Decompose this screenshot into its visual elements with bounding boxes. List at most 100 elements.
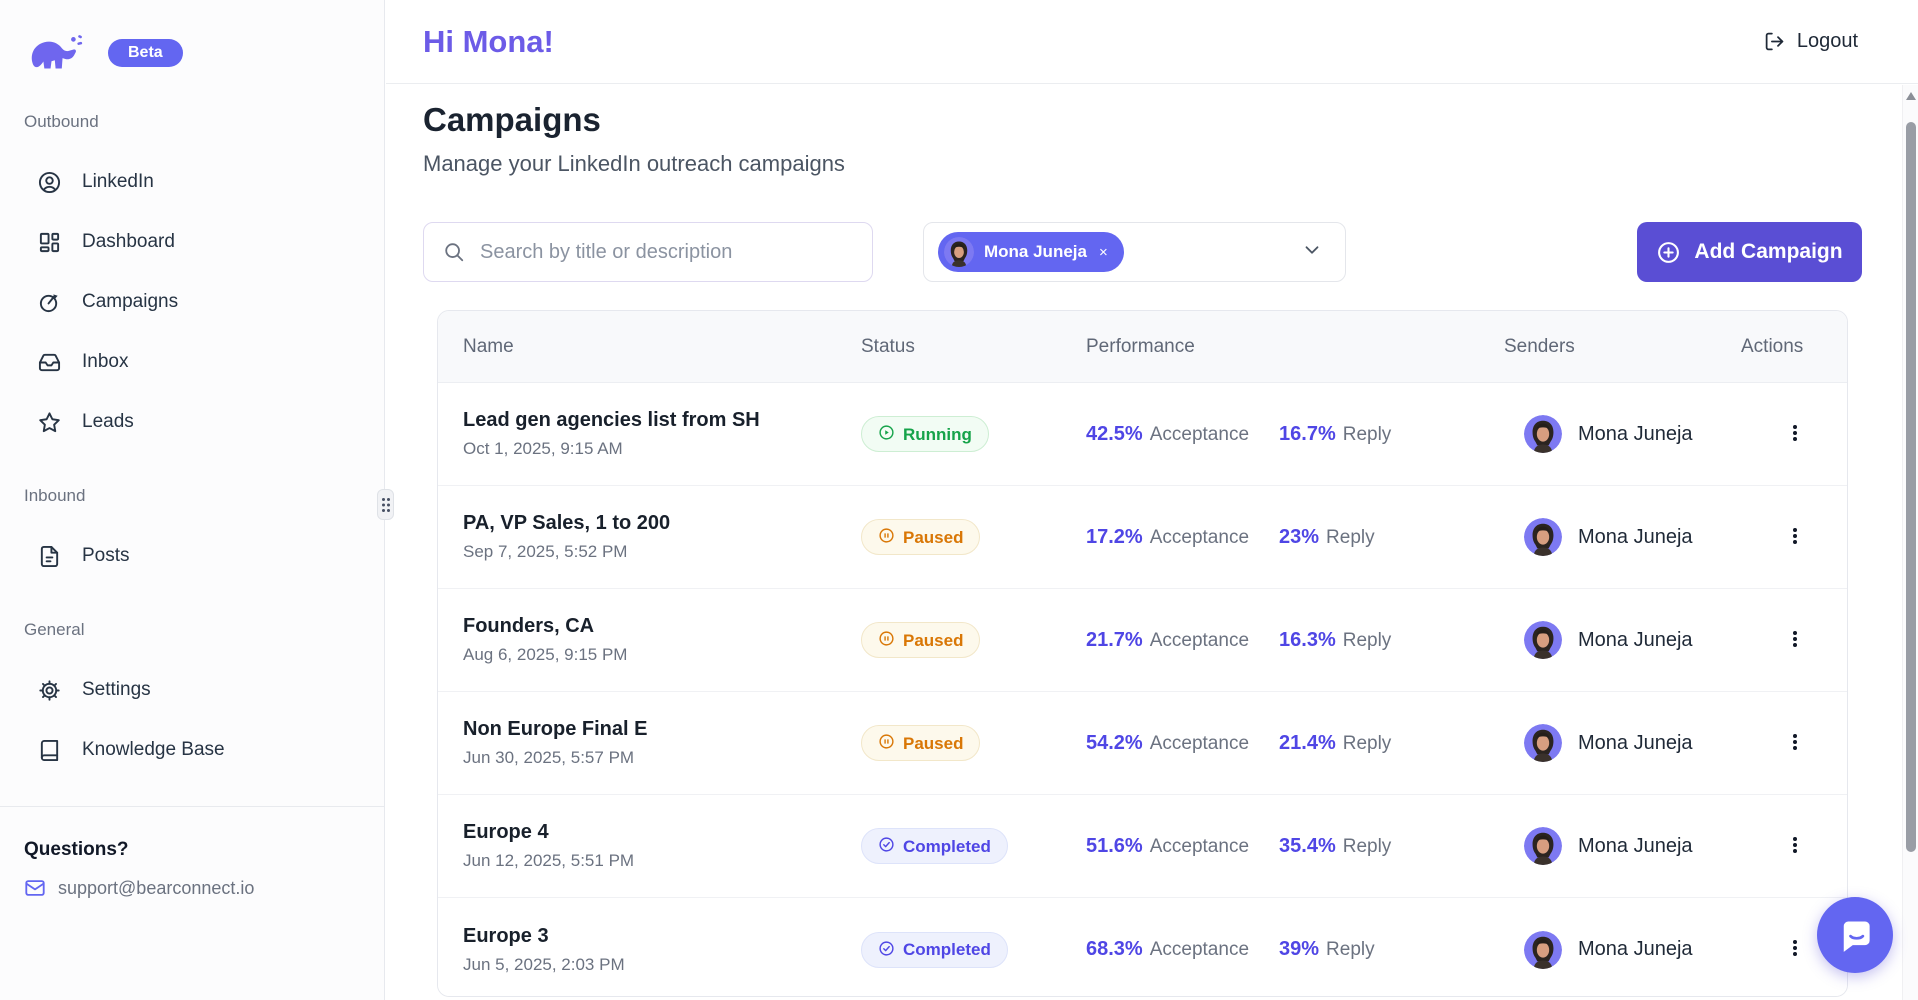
sender-avatar xyxy=(1524,930,1562,969)
column-header-status: Status xyxy=(861,335,915,357)
campaign-name: Europe 3 xyxy=(463,924,549,947)
campaign-name: Founders, CA xyxy=(463,615,595,637)
avatar xyxy=(944,237,974,267)
logout-label: Logout xyxy=(1796,30,1858,52)
table-row[interactable]: Lead gen agencies list from SH Oct 1, 20… xyxy=(438,383,1847,486)
campaign-performance-cell: 42.5% Acceptance 16.7% Reply xyxy=(1086,423,1504,446)
sidebar-nav-outbound: LinkedIn Dashboard Campaigns Inbox xyxy=(24,152,360,452)
brand-bear-logo-icon xyxy=(24,26,86,81)
table-row[interactable]: Europe 3 Jun 5, 2025, 2:03 PM Completed … xyxy=(438,898,1847,996)
table-header-row: Name Status Performance Senders Actions xyxy=(438,311,1847,383)
mail-icon xyxy=(25,880,45,896)
sidebar-footer: Questions? support@bearconnect.io xyxy=(24,807,360,899)
sender-filter-select[interactable]: Mona Juneja × xyxy=(923,222,1346,282)
logout-icon xyxy=(1765,32,1784,51)
sidebar-resize-handle[interactable] xyxy=(377,489,394,520)
row-actions-menu-button[interactable] xyxy=(1779,520,1811,555)
sender-avatar xyxy=(1524,621,1562,659)
sidebar-item-campaigns[interactable]: Campaigns xyxy=(24,272,360,332)
campaign-name-cell: Europe 4 Jun 12, 2025, 5:51 PM xyxy=(438,821,861,871)
ellipsis-vertical-icon xyxy=(1793,733,1797,750)
campaign-status-cell: Completed xyxy=(861,828,1086,864)
campaign-performance-cell: 17.2% Acceptance 23% Reply xyxy=(1086,526,1504,549)
sidebar-item-label: Posts xyxy=(82,545,130,566)
campaign-name-cell: Founders, CA Aug 6, 2025, 9:15 PM xyxy=(438,615,861,665)
sidebar-nav-general: Settings Knowledge Base xyxy=(24,660,360,780)
sidebar-item-posts[interactable]: Posts xyxy=(24,526,360,586)
campaign-name: Europe 4 xyxy=(463,821,549,843)
chat-launcher-button[interactable] xyxy=(1817,897,1893,973)
table-row[interactable]: PA, VP Sales, 1 to 200 Sep 7, 2025, 5:52… xyxy=(438,486,1847,589)
section-label-outbound: Outbound xyxy=(24,112,99,131)
chevron-down-icon[interactable] xyxy=(1301,239,1323,266)
campaign-name: Non Europe Final E xyxy=(463,718,648,740)
scroll-up-arrow-icon[interactable] xyxy=(1906,92,1916,100)
acceptance-rate: 21.7% xyxy=(1086,628,1143,651)
acceptance-rate: 68.3% xyxy=(1086,938,1143,960)
row-actions-menu-button[interactable] xyxy=(1779,829,1811,864)
campaigns-table: Name Status Performance Senders Actions … xyxy=(437,310,1848,997)
campaign-sender-cell: Mona Juneja xyxy=(1504,724,1741,762)
row-actions-menu-button[interactable] xyxy=(1779,623,1811,658)
campaign-name-cell: PA, VP Sales, 1 to 200 Sep 7, 2025, 5:52… xyxy=(438,512,861,562)
scrollbar-thumb[interactable] xyxy=(1906,122,1916,852)
campaign-name-cell: Lead gen agencies list from SH Oct 1, 20… xyxy=(438,409,861,459)
dashboard-icon xyxy=(38,230,62,254)
sidebar-item-label: Dashboard xyxy=(82,231,175,252)
chat-bubble-icon xyxy=(1843,921,1870,952)
status-icon xyxy=(878,424,895,444)
status-icon xyxy=(878,733,895,753)
sidebar-item-label: Settings xyxy=(82,679,151,700)
reply-metric: 39% Reply xyxy=(1279,938,1375,961)
acceptance-metric: 68.3% Acceptance xyxy=(1086,938,1249,961)
sidebar-item-label: Leads xyxy=(82,411,134,432)
reply-metric: 16.3% Reply xyxy=(1279,629,1391,652)
campaign-sender-cell: Mona Juneja xyxy=(1504,621,1741,659)
row-actions-menu-button[interactable] xyxy=(1779,932,1811,967)
campaign-date: Aug 6, 2025, 9:15 PM xyxy=(463,645,628,664)
chip-remove-icon[interactable]: × xyxy=(1098,243,1108,261)
sidebar-item-inbox[interactable]: Inbox xyxy=(24,332,360,392)
table-body: Lead gen agencies list from SH Oct 1, 20… xyxy=(438,383,1847,996)
sidebar-item-knowledge-base[interactable]: Knowledge Base xyxy=(24,720,360,780)
status-badge: Completed xyxy=(861,828,1008,864)
status-icon xyxy=(878,527,895,547)
sidebar-item-dashboard[interactable]: Dashboard xyxy=(24,212,360,272)
file-text-icon xyxy=(38,544,62,568)
reply-rate: 16.3% xyxy=(1279,628,1336,651)
campaigns-page: Campaigns Manage your LinkedIn outreach … xyxy=(386,85,1902,1000)
support-email[interactable]: support@bearconnect.io xyxy=(58,877,255,898)
page-scrollbar[interactable] xyxy=(1902,85,1918,1000)
campaign-performance-cell: 68.3% Acceptance 39% Reply xyxy=(1086,938,1504,961)
column-header-senders: Senders xyxy=(1504,335,1575,357)
campaign-sender-cell: Mona Juneja xyxy=(1504,415,1741,453)
ellipsis-vertical-icon xyxy=(1793,630,1797,647)
acceptance-metric: 54.2% Acceptance xyxy=(1086,732,1249,755)
sidebar-item-label: Campaigns xyxy=(82,291,179,312)
campaign-performance-cell: 51.6% Acceptance 35.4% Reply xyxy=(1086,835,1504,858)
toolbar: Mona Juneja × Add Campaign xyxy=(423,222,1902,282)
status-badge: Paused xyxy=(861,725,981,761)
table-row[interactable]: Europe 4 Jun 12, 2025, 5:51 PM Completed… xyxy=(438,795,1847,898)
sidebar-item-linkedin[interactable]: LinkedIn xyxy=(24,152,360,212)
table-row[interactable]: Non Europe Final E Jun 30, 2025, 5:57 PM… xyxy=(438,692,1847,795)
sidebar-item-leads[interactable]: Leads xyxy=(24,392,360,452)
campaign-actions-cell xyxy=(1741,520,1847,555)
row-actions-menu-button[interactable] xyxy=(1779,726,1811,761)
campaign-date: Jun 5, 2025, 2:03 PM xyxy=(463,954,625,974)
campaign-date: Jun 12, 2025, 5:51 PM xyxy=(463,851,635,870)
search-input[interactable] xyxy=(423,222,873,282)
reply-rate: 39% xyxy=(1279,938,1320,960)
logout-button[interactable]: Logout xyxy=(1764,30,1858,53)
table-row[interactable]: Founders, CA Aug 6, 2025, 9:15 PM Paused… xyxy=(438,589,1847,692)
row-actions-menu-button[interactable] xyxy=(1779,417,1811,452)
page-title: Campaigns xyxy=(423,101,601,138)
sidebar-item-settings[interactable]: Settings xyxy=(24,660,360,720)
add-campaign-button[interactable]: Add Campaign xyxy=(1637,222,1862,282)
top-bar: Hi Mona! Logout xyxy=(386,0,1918,84)
sender-name: Mona Juneja xyxy=(1578,834,1693,857)
reply-metric: 23% Reply xyxy=(1279,526,1375,549)
campaign-actions-cell xyxy=(1741,829,1847,864)
sender-avatar xyxy=(1524,415,1562,453)
sidebar: Beta Outbound LinkedIn Dashboard Campa xyxy=(0,0,385,1000)
